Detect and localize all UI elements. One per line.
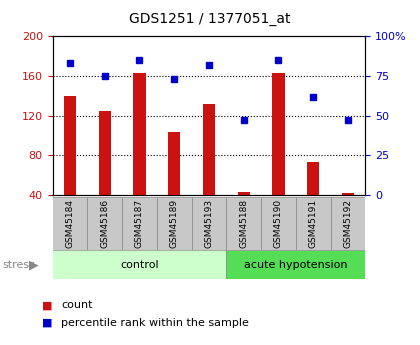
- Bar: [52, 250, 226, 279]
- Bar: [52, 197, 87, 250]
- Text: acute hypotension: acute hypotension: [244, 260, 348, 270]
- Text: GSM45186: GSM45186: [100, 199, 109, 248]
- Text: count: count: [61, 300, 92, 310]
- Bar: [157, 197, 192, 250]
- Bar: [168, 132, 180, 195]
- Text: stress: stress: [2, 260, 35, 270]
- Bar: [87, 197, 122, 250]
- Bar: [203, 104, 215, 195]
- Text: GSM45188: GSM45188: [239, 199, 248, 248]
- Text: GSM45191: GSM45191: [309, 199, 318, 248]
- Bar: [307, 162, 319, 195]
- Bar: [342, 193, 354, 195]
- Bar: [192, 197, 226, 250]
- Bar: [273, 73, 285, 195]
- Bar: [99, 111, 111, 195]
- Text: GSM45190: GSM45190: [274, 199, 283, 248]
- Bar: [296, 197, 331, 250]
- Text: percentile rank within the sample: percentile rank within the sample: [61, 318, 249, 327]
- Text: GSM45193: GSM45193: [205, 199, 213, 248]
- Text: GSM45189: GSM45189: [170, 199, 178, 248]
- Bar: [226, 197, 261, 250]
- Text: GSM45192: GSM45192: [344, 199, 352, 248]
- Text: GDS1251 / 1377051_at: GDS1251 / 1377051_at: [129, 12, 291, 26]
- Bar: [261, 197, 296, 250]
- Text: ■: ■: [42, 300, 52, 310]
- Text: ■: ■: [42, 318, 52, 327]
- Bar: [133, 73, 145, 195]
- Text: ▶: ▶: [29, 258, 38, 272]
- Bar: [64, 96, 76, 195]
- Bar: [226, 250, 365, 279]
- Bar: [331, 197, 365, 250]
- Text: control: control: [120, 260, 159, 270]
- Text: GSM45184: GSM45184: [66, 199, 74, 248]
- Bar: [122, 197, 157, 250]
- Bar: [238, 192, 250, 195]
- Text: GSM45187: GSM45187: [135, 199, 144, 248]
